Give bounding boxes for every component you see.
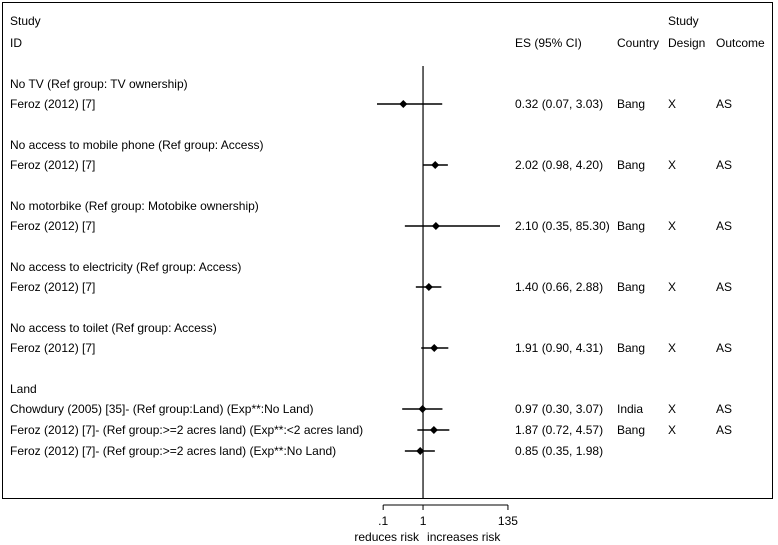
study-5-2-es: 0.85 (0.35, 1.98) [515,444,603,458]
study-5-2-label: Feroz (2012) [7]- (Ref group:>=2 acres l… [10,444,336,458]
study-2-0-point [431,222,440,230]
study-5-1-outcome: AS [716,423,732,437]
study-5-2-point [416,447,425,455]
study-3-0-es: 1.40 (0.66, 2.88) [515,280,603,294]
study-4-0-outcome: AS [716,341,732,355]
x-tick-label-1: 1 [420,514,427,528]
group-heading-4: No access to toilet (Ref group: Access) [10,321,217,335]
plot-frame [2,2,773,499]
study-2-0-design: X [668,219,676,233]
study-1-0-es: 2.02 (0.98, 4.20) [515,158,603,172]
study-5-0-outcome: AS [716,402,732,416]
study-1-0-design: X [668,158,676,172]
study-0-0-point [399,100,408,108]
study-5-0-design: X [668,402,676,416]
study-4-0-es: 1.91 (0.90, 4.31) [515,341,603,355]
xlabel-left: reduces risk [354,530,420,544]
study-3-0-outcome: AS [716,280,732,294]
header-design-line2: Design [668,36,706,50]
study-4-0-point [430,344,439,352]
study-4-0-label: Feroz (2012) [7] [10,341,95,355]
study-1-0-outcome: AS [716,158,732,172]
study-1-0-country: Bang [617,158,645,172]
study-1-0-point [431,161,440,169]
study-0-0-outcome: AS [716,97,732,111]
study-5-0-point [418,405,427,413]
study-0-0-country: Bang [617,97,645,111]
study-5-1-design: X [668,423,676,437]
group-heading-1: No access to mobile phone (Ref group: Ac… [10,138,263,152]
header-design-line1: Study [668,14,699,28]
group-heading-0: No TV (Ref group: TV ownership) [10,77,188,91]
study-3-0-country: Bang [617,280,645,294]
header-outcome: Outcome [716,36,765,50]
study-4-0-design: X [668,341,676,355]
xlabel-right: increases risk [427,530,501,544]
study-0-0-es: 0.32 (0.07, 3.03) [515,97,603,111]
study-0-0-label: Feroz (2012) [7] [10,97,95,111]
study-2-0-es: 2.10 (0.35, 85.30) [515,219,610,233]
study-2-0-country: Bang [617,219,645,233]
study-3-0-label: Feroz (2012) [7] [10,280,95,294]
x-tick-label-2: 135 [498,514,518,528]
group-heading-3: No access to electricity (Ref group: Acc… [10,260,241,274]
study-4-0-country: Bang [617,341,645,355]
study-3-0-point [424,283,433,291]
study-2-0-label: Feroz (2012) [7] [10,219,95,233]
study-3-0-design: X [668,280,676,294]
group-heading-5: Land [10,382,37,396]
study-5-1-country: Bang [617,423,645,437]
study-5-1-point [429,426,438,434]
study-1-0-label: Feroz (2012) [7] [10,158,95,172]
study-5-0-es: 0.97 (0.30, 3.07) [515,402,603,416]
header-id: ID [10,36,22,50]
study-5-0-label: Chowdury (2005) [35]- (Ref group:Land) (… [10,402,314,416]
header-country: Country [617,36,660,50]
study-5-1-label: Feroz (2012) [7]- (Ref group:>=2 acres l… [10,423,363,437]
group-heading-2: No motorbike (Ref group: Motobike owners… [10,199,259,213]
study-0-0-design: X [668,97,676,111]
study-2-0-outcome: AS [716,219,732,233]
x-tick-label-0: .1 [378,514,388,528]
study-5-1-es: 1.87 (0.72, 4.57) [515,423,603,437]
header-study: Study [10,14,41,28]
header-es: ES (95% CI) [515,36,582,50]
study-5-0-country: India [617,402,643,416]
